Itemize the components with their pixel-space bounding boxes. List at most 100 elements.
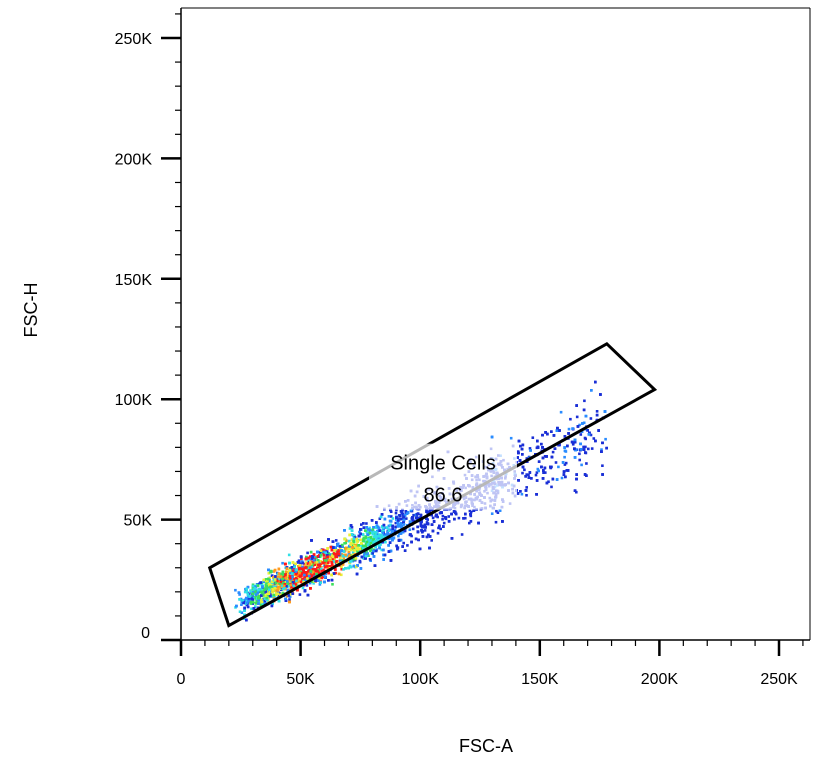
cell-event-point	[536, 467, 540, 471]
cell-event-point	[332, 572, 336, 575]
cell-event-point	[438, 524, 441, 528]
cell-event-point	[573, 456, 577, 459]
cell-event-point	[254, 596, 258, 600]
cell-event-point	[326, 555, 329, 559]
cell-event-point	[428, 546, 431, 550]
cell-event-point	[353, 534, 356, 538]
cell-event-point	[590, 447, 594, 450]
cell-event-point	[464, 512, 467, 516]
cell-event-point	[251, 602, 254, 605]
cell-event-point	[601, 441, 604, 445]
cell-event-point	[509, 436, 513, 440]
cell-event-point	[431, 516, 435, 520]
cell-event-point	[563, 463, 567, 466]
cell-event-point	[457, 516, 461, 520]
cell-event-point	[260, 599, 263, 603]
cell-event-point	[339, 554, 342, 558]
cell-event-point	[338, 545, 342, 548]
cell-event-point	[409, 533, 412, 536]
cell-event-point	[301, 586, 305, 590]
cell-event-point	[312, 582, 315, 585]
cell-event-point	[358, 547, 362, 551]
cell-event-point	[379, 543, 382, 546]
cell-event-point	[389, 549, 393, 553]
cell-event-point	[362, 522, 365, 525]
cell-event-point	[330, 563, 334, 566]
cell-event-point	[400, 524, 404, 528]
cell-event-point	[244, 602, 248, 605]
cell-event-point	[356, 550, 359, 553]
cell-event-point	[382, 558, 385, 561]
cell-event-point	[544, 431, 547, 434]
cell-event-point	[243, 609, 246, 612]
cell-event-point	[331, 557, 334, 560]
cell-event-point	[541, 433, 544, 437]
cell-event-point	[387, 515, 391, 518]
cell-event-point	[323, 560, 326, 564]
cell-event-point	[394, 511, 398, 515]
cell-event-point	[270, 581, 274, 585]
cell-event-point	[264, 590, 268, 593]
cell-event-point	[557, 465, 560, 469]
cell-event-point	[350, 558, 353, 562]
cell-event-point	[523, 468, 526, 472]
cell-event-point	[308, 581, 312, 585]
cell-event-point	[316, 550, 319, 554]
cell-event-point	[462, 517, 465, 520]
cell-event-point	[435, 513, 438, 517]
cell-event-point	[398, 514, 401, 517]
cell-event-point	[315, 561, 319, 564]
cell-event-point	[389, 510, 393, 513]
cell-event-point	[381, 531, 385, 535]
cell-event-point	[535, 471, 539, 474]
cell-event-point	[272, 593, 276, 597]
cell-event-point	[303, 575, 306, 579]
cell-event-point	[298, 564, 302, 567]
cell-event-point	[298, 593, 302, 596]
cell-event-point	[578, 458, 581, 462]
cell-event-point	[398, 524, 402, 528]
cell-event-point	[342, 557, 346, 560]
cell-event-point	[322, 554, 326, 557]
cell-event-point	[402, 541, 405, 545]
cell-event-point	[334, 568, 337, 571]
cell-event-point	[235, 604, 238, 608]
cell-event-point	[524, 489, 528, 492]
cell-event-point	[238, 610, 242, 613]
cell-event-point	[587, 447, 590, 451]
cell-event-point	[311, 572, 315, 575]
cell-event-point	[585, 462, 588, 465]
cell-event-point	[286, 588, 290, 592]
cell-event-point	[348, 527, 352, 530]
cell-event-point	[288, 598, 291, 601]
cell-event-point	[271, 602, 274, 606]
cell-event-point	[319, 549, 323, 552]
cell-event-point	[347, 551, 351, 554]
cell-event-point	[287, 553, 291, 557]
cell-event-point	[374, 531, 378, 534]
cell-event-point	[349, 524, 353, 527]
cell-event-point	[412, 519, 415, 523]
cell-event-point	[567, 432, 570, 435]
cell-event-point	[563, 446, 566, 449]
cell-event-point	[330, 548, 334, 552]
cell-event-point	[525, 494, 528, 497]
cell-event-point	[263, 600, 267, 603]
cell-event-point	[546, 432, 549, 436]
cell-event-point	[249, 602, 253, 605]
cell-event-point	[534, 473, 538, 477]
cell-event-point	[401, 545, 404, 548]
cell-event-point	[535, 479, 539, 482]
cell-event-point	[277, 577, 281, 580]
cell-event-point	[296, 588, 299, 592]
cell-event-point	[383, 517, 387, 521]
cell-event-point	[370, 531, 373, 534]
cell-event-point	[326, 564, 329, 568]
cell-event-point	[316, 566, 319, 569]
cell-event-point	[447, 515, 450, 518]
cell-event-point	[578, 423, 581, 427]
cell-event-point	[382, 553, 385, 557]
cell-event-point	[374, 545, 377, 548]
cell-event-point	[550, 430, 553, 433]
cell-event-point	[372, 530, 376, 534]
